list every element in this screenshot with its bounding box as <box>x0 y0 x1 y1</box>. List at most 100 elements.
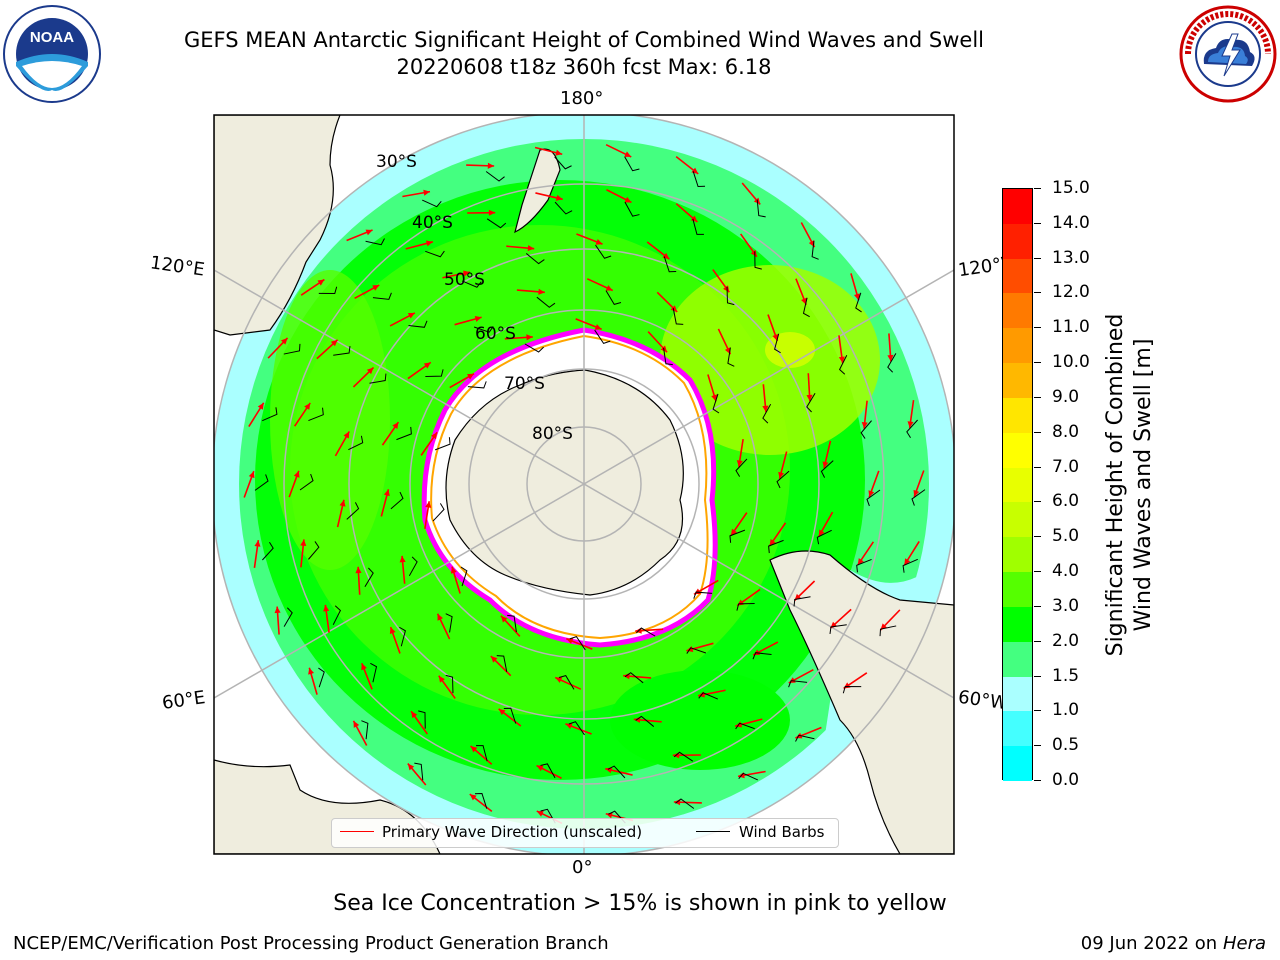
wind-barb <box>425 250 445 258</box>
wave-direction-arrowhead <box>437 613 444 621</box>
wind-barb <box>698 692 719 700</box>
colorbar-tick <box>1034 188 1041 189</box>
colorbar-segment <box>1003 293 1032 329</box>
colorbar-tick-label: 3.0 <box>1052 595 1080 616</box>
wind-barb <box>624 201 640 217</box>
wind-barb <box>346 502 360 520</box>
legend-label-wave-direction: Primary Wave Direction (unscaled) <box>382 823 643 841</box>
wind-barb <box>752 652 772 660</box>
colorbar-segment <box>1003 467 1032 503</box>
wind-barb <box>902 558 918 573</box>
wave-direction-arrowhead <box>762 405 769 413</box>
wave-direction-arrowhead <box>868 490 875 498</box>
colorbar-segment <box>1003 223 1032 260</box>
wave-direction-arrowhead <box>317 279 325 286</box>
wind-barb <box>361 720 369 740</box>
wind-barb <box>692 171 706 188</box>
wave-direction-arrowhead <box>407 763 415 771</box>
wind-barb <box>425 369 444 377</box>
wind-barb <box>308 541 320 560</box>
wave-direction-arrowhead <box>389 627 396 635</box>
colorbar-tick-label: 9.0 <box>1052 386 1080 407</box>
chart-subtitle: 20220608 t18z 360h fcst Max: 6.18 <box>396 55 772 79</box>
wave-direction-arrowhead <box>467 373 475 380</box>
wind-barb <box>636 627 656 637</box>
wind-barb <box>569 636 586 651</box>
wind-barb <box>816 529 832 545</box>
colorbar-tick <box>1034 605 1041 607</box>
wind-barb <box>476 745 488 762</box>
wave-direction-arrowhead <box>399 555 406 563</box>
wind-barb <box>686 647 707 654</box>
legend-label-wind-barbs: Wind Barbs <box>739 823 825 841</box>
wind-barb <box>842 686 862 694</box>
wind-barb <box>673 751 694 762</box>
wind-barb <box>525 253 545 265</box>
map-legend: Primary Wave Direction (unscaled) Wind B… <box>331 818 839 848</box>
colorbar-segment <box>1003 397 1032 434</box>
lat-label-70s: 70°S <box>504 374 545 394</box>
wind-barb <box>736 603 755 611</box>
wind-barb <box>692 218 704 235</box>
wave-direction-arrowhead <box>280 337 288 345</box>
colorbar-tick <box>1034 466 1041 468</box>
colorbar-tick-label: 8.0 <box>1052 421 1080 442</box>
wave-direction-arrowhead <box>818 529 825 537</box>
wind-barb <box>729 529 746 543</box>
wave-direction-arrowhead <box>423 189 430 196</box>
wave-direction-arrowhead <box>500 615 508 623</box>
wind-barb <box>372 292 392 300</box>
wave-direction-arrowhead <box>861 421 868 429</box>
wave-direction-arrowhead <box>361 663 367 671</box>
wind-barb <box>348 435 364 451</box>
footer-date-text: 09 Jun 2022 on <box>1080 933 1218 954</box>
wind-barb <box>414 762 424 781</box>
lat-label-50s: 50°S <box>444 270 485 290</box>
wave-direction-arrowhead <box>300 539 307 547</box>
wave-direction-arrowhead <box>355 566 362 574</box>
wind-barb <box>254 474 269 491</box>
colorbar-segment <box>1003 363 1032 399</box>
wind-barb <box>460 566 468 587</box>
chart-title: GEFS MEAN Antarctic Significant Height o… <box>183 28 985 52</box>
colorbar-tick <box>1034 780 1041 781</box>
wind-barb <box>474 792 488 809</box>
colorbar-tick-label: 14.0 <box>1052 212 1090 233</box>
colorbar-segment <box>1003 572 1032 608</box>
colorbar-segment <box>1003 258 1032 294</box>
colorbar-segment <box>1003 328 1032 364</box>
wind-barb <box>568 721 585 736</box>
wind-barb <box>754 251 762 270</box>
colorbar-label-line1: Significant Height of Combined <box>1103 313 1128 657</box>
wave-direction-arrowhead <box>323 604 330 612</box>
wind-barb <box>793 596 811 607</box>
wind-barb <box>503 707 517 724</box>
wind-barb <box>554 201 573 215</box>
wind-barb <box>408 320 428 328</box>
wave-direction-arrowhead <box>257 402 264 410</box>
colorbar-tick <box>1034 222 1041 224</box>
wave-direction-arrowhead <box>469 794 477 801</box>
colorbar-segment <box>1003 641 1032 678</box>
wave-direction-arrowhead <box>536 765 544 772</box>
wind-barb <box>595 244 612 259</box>
colorbar-segment <box>1003 537 1032 573</box>
wave-direction-arrowhead <box>690 215 698 223</box>
wave-direction-arrowhead <box>594 324 602 330</box>
wind-barb <box>399 626 406 647</box>
noaa-logo: NOAA <box>3 5 101 103</box>
colorbar-tick-label: 7.0 <box>1052 456 1080 477</box>
wave-direction-arrowhead <box>293 470 300 478</box>
lat-label-40s: 40°S <box>412 213 453 233</box>
wind-barb <box>663 256 677 273</box>
wind-barb <box>735 458 748 477</box>
national-weather-service-logo <box>1179 5 1277 103</box>
wave-direction-arrowhead <box>887 354 894 362</box>
wave-direction-arrowhead <box>904 558 911 566</box>
wind-barb <box>879 625 897 637</box>
colorbar-tick <box>1034 292 1041 294</box>
wind-barb <box>624 672 644 684</box>
wind-barb <box>802 297 810 318</box>
sea-ice-caption: Sea Ice Concentration > 15% is shown in … <box>333 891 947 916</box>
wind-barb <box>663 347 673 366</box>
